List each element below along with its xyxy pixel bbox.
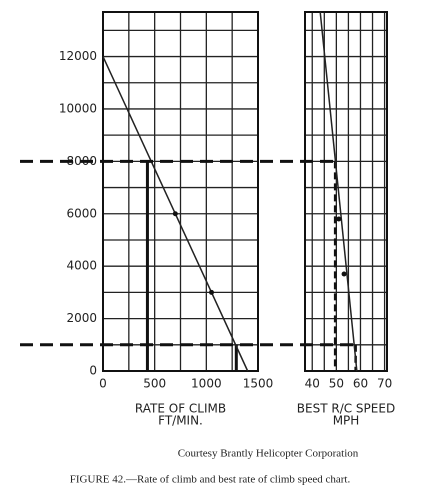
data-point xyxy=(172,211,178,217)
x-tick-label: 50 xyxy=(329,377,344,391)
y-tick-label: 10000 xyxy=(59,101,97,115)
x-tick-label: 40 xyxy=(305,377,320,391)
series-line xyxy=(319,11,358,372)
caption: FIGURE 42.—Rate of climb and best rate o… xyxy=(70,474,351,486)
frame xyxy=(102,11,259,372)
y-tick-label: 4000 xyxy=(66,259,97,273)
credit: Courtesy Brantly Helicopter Corporation xyxy=(178,448,359,460)
x-tick-label: 1500 xyxy=(243,377,274,391)
y-tick-label: 6000 xyxy=(66,206,97,220)
frame xyxy=(304,11,388,372)
x-tick-label: 0 xyxy=(99,377,107,391)
x-axis-label: BEST R/C SPEED xyxy=(297,402,395,416)
x-tick-label: 1000 xyxy=(191,377,222,391)
data-point xyxy=(341,271,347,277)
x-tick-label: 500 xyxy=(143,377,166,391)
data-point xyxy=(209,289,214,295)
x-tick-label: 60 xyxy=(353,377,368,391)
y-tick-label: 0 xyxy=(89,364,97,378)
data-point xyxy=(336,216,342,222)
y-tick-label: 2000 xyxy=(66,311,97,325)
x-axis-label: FT/MIN. xyxy=(158,414,203,428)
y-tick-label: 12000 xyxy=(59,49,97,63)
x-axis-label: MPH xyxy=(333,414,360,428)
x-axis-label: RATE OF CLIMB xyxy=(135,402,226,416)
x-tick-label: 70 xyxy=(377,377,392,391)
